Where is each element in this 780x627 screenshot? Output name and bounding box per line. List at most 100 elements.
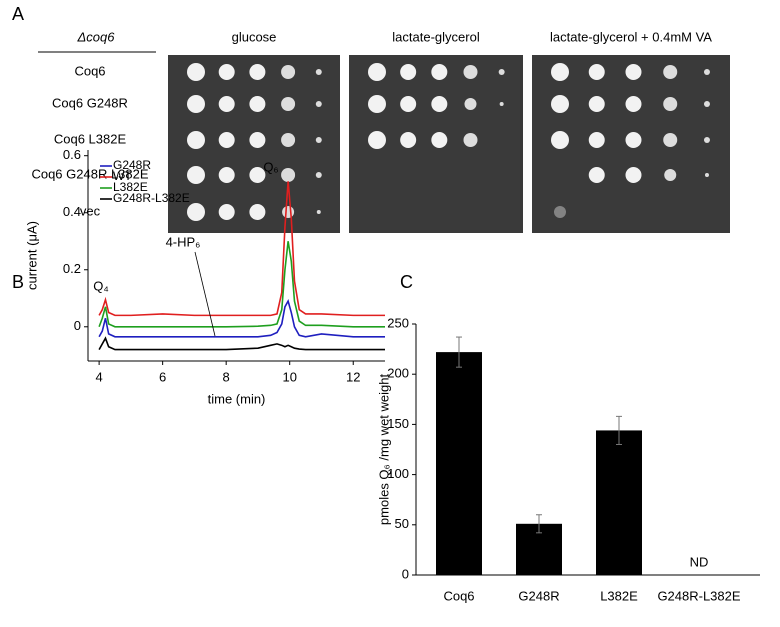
- spot: [368, 131, 386, 149]
- y-tick-label: 250: [387, 315, 409, 330]
- trace: [98, 336, 385, 351]
- spot: [400, 64, 417, 80]
- spot: [249, 64, 266, 80]
- condition-label: glucose: [232, 29, 277, 44]
- spot: [431, 96, 448, 112]
- condition-label: lactate-glycerol + 0.4mM VA: [550, 29, 712, 44]
- spot: [551, 63, 569, 81]
- spot: [704, 173, 709, 177]
- spot: [625, 132, 642, 148]
- spot: [400, 96, 417, 112]
- spot: [249, 96, 266, 112]
- spot: [625, 64, 642, 80]
- spot: [663, 133, 678, 147]
- spot: [249, 167, 266, 183]
- spot: [218, 204, 235, 220]
- strain-label: Coq6 L382E: [54, 131, 127, 146]
- annotation: 4-HP₆: [166, 234, 201, 249]
- spot: [249, 132, 266, 148]
- spot: [463, 133, 478, 147]
- spot: [588, 167, 605, 183]
- spot: [315, 69, 322, 75]
- y-tick-label: 0.4: [63, 204, 81, 219]
- panel-letter: B: [12, 272, 24, 292]
- x-axis-label: time (min): [208, 391, 266, 406]
- y-tick-label: 0.2: [63, 261, 81, 276]
- x-tick-label: 12: [346, 369, 360, 384]
- x-tick-label: 4: [96, 369, 103, 384]
- spot: [431, 64, 448, 80]
- spot: [703, 137, 710, 143]
- spot: [400, 132, 417, 148]
- legend-label: L382E: [113, 180, 148, 194]
- spot: [281, 168, 296, 182]
- x-tick-label: G248R: [518, 588, 559, 603]
- spot: [588, 132, 605, 148]
- y-axis-label: pmoles Q₆ /mg wet weight: [376, 374, 391, 526]
- spot: [463, 65, 478, 79]
- y-tick-label: 100: [387, 466, 409, 481]
- strain-label: Coq6 G248R: [52, 95, 128, 110]
- bar: [436, 352, 482, 575]
- spot: [703, 101, 710, 107]
- panel-letter: A: [12, 4, 24, 24]
- spot: [588, 96, 605, 112]
- strain-label: Coq6 G248R L382E: [31, 166, 148, 181]
- spot: [663, 97, 678, 111]
- spot: [282, 206, 295, 218]
- legend-label: G248R-L382E: [113, 191, 190, 205]
- annotation: Q₆: [263, 159, 278, 174]
- spot: [499, 102, 504, 106]
- trace: [98, 241, 385, 328]
- spot: [281, 133, 296, 147]
- spot: [187, 95, 205, 113]
- spot: [187, 63, 205, 81]
- strain-header: Δcoq6: [77, 29, 116, 44]
- y-tick-label: 0.6: [63, 147, 81, 162]
- y-tick-label: 200: [387, 366, 409, 381]
- spot: [218, 167, 235, 183]
- x-tick-label: 6: [159, 369, 166, 384]
- bar: [596, 430, 642, 575]
- spot: [664, 169, 677, 181]
- spot: [218, 96, 235, 112]
- annotation: Q₄: [93, 278, 108, 293]
- annotation-pointer: [194, 251, 216, 337]
- spot: [368, 63, 386, 81]
- spot: [187, 131, 205, 149]
- spot: [588, 64, 605, 80]
- spot: [218, 64, 235, 80]
- spot: [464, 98, 477, 110]
- spot: [281, 65, 296, 79]
- legend-label: G248R: [113, 158, 151, 172]
- trace: [98, 181, 385, 317]
- y-tick-label: 150: [387, 416, 409, 431]
- spot: [551, 131, 569, 149]
- spot: [663, 65, 678, 79]
- y-axis-label: current (μA): [24, 221, 39, 290]
- spot: [625, 167, 642, 183]
- x-tick-label: 8: [223, 369, 230, 384]
- spot: [551, 95, 569, 113]
- spot: [315, 172, 322, 178]
- spot: [315, 101, 322, 107]
- spot: [187, 203, 205, 221]
- y-tick-label: 0: [74, 318, 81, 333]
- spot: [249, 204, 266, 220]
- spot: [431, 132, 448, 148]
- value-label: ND: [690, 554, 709, 569]
- spot: [625, 96, 642, 112]
- y-tick-label: 50: [395, 516, 409, 531]
- x-tick-label: Coq6: [443, 588, 474, 603]
- strain-label: vec: [80, 203, 101, 218]
- spot: [187, 166, 205, 184]
- strain-label: Coq6: [74, 63, 105, 78]
- spot: [316, 210, 321, 214]
- x-tick-label: 10: [282, 369, 296, 384]
- spot: [281, 97, 296, 111]
- y-tick-label: 0: [402, 566, 409, 581]
- spot: [315, 137, 322, 143]
- condition-label: lactate-glycerol: [392, 29, 480, 44]
- x-tick-label: G248R-L382E: [657, 588, 740, 603]
- panel-letter: C: [400, 272, 413, 292]
